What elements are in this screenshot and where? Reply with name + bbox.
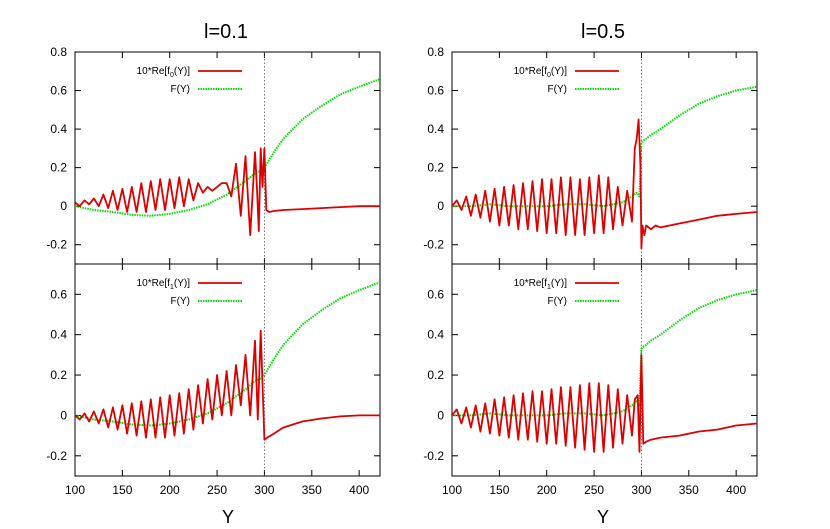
legend-label: F(Y) <box>548 296 567 307</box>
legend-subscript: 0 <box>547 72 551 79</box>
series-line-re-f <box>75 329 380 441</box>
y-tick-label: -0.2 <box>46 238 67 252</box>
legend-label: 10*Re[f1(Y)] <box>514 278 568 291</box>
legend-label-part: 10*Re[f <box>137 66 171 77</box>
plot-frame <box>74 51 381 265</box>
y-tick-label: 0.8 <box>50 45 67 59</box>
legend-label: F(Y) <box>548 84 567 95</box>
legend-label: 10*Re[f0(Y)] <box>514 66 568 79</box>
y-tick-label: -0.2 <box>423 238 444 252</box>
panel-top-left: 0.80.60.40.20-0.210*Re[f0(Y)]F(Y) <box>46 45 381 265</box>
x-tick-label: 250 <box>584 483 604 497</box>
legend-label-part: (Y)] <box>551 66 567 77</box>
series-line-re-f <box>75 147 380 237</box>
x-tick-label: 250 <box>207 483 227 497</box>
left-column-title: l=0.1 <box>204 21 248 43</box>
y-tick-label: 0 <box>60 408 67 422</box>
y-tick-label: 0 <box>60 199 67 213</box>
y-tick-label: 0.6 <box>427 287 444 301</box>
y-tick-label: 0.4 <box>50 122 67 136</box>
y-tick-label: 0.6 <box>50 84 67 98</box>
series-line-F <box>75 281 380 427</box>
x-tick-label: 100 <box>65 483 85 497</box>
y-tick-label: 0 <box>437 408 444 422</box>
x-tick-label: 350 <box>302 483 322 497</box>
right-column-title: l=0.5 <box>581 21 625 43</box>
x-tick-label: 400 <box>726 483 746 497</box>
legend-subscript: 1 <box>170 284 174 291</box>
legend-subscript: 1 <box>547 284 551 291</box>
series-line-re-f <box>452 118 757 250</box>
x-tick-label: 300 <box>254 483 274 497</box>
y-tick-label: 0.2 <box>427 368 444 382</box>
x-tick-label: 150 <box>112 483 132 497</box>
panel-top-right: 0.80.60.40.20-0.210*Re[f0(Y)]F(Y) <box>423 45 758 265</box>
panel-bottom-left: 0.6 0.4 0.2 0 -0.2 100 150 200 250 300 350 400 10*Re… <box>46 263 381 497</box>
series-line-F <box>452 289 757 417</box>
legend-label-part: 10*Re[f <box>137 278 171 289</box>
x-tick-label: 150 <box>489 483 509 497</box>
legend-label: 10*Re[f1(Y)] <box>137 278 191 291</box>
plot-frame <box>74 263 381 477</box>
legend-label-part: 10*Re[f <box>514 66 548 77</box>
series-line-F <box>452 85 757 208</box>
legend-label-part: (Y)] <box>174 66 190 77</box>
y-tick-label: 0.6 <box>50 287 67 301</box>
y-tick-label: 0.2 <box>50 161 67 175</box>
y-tick-label: 0.4 <box>50 328 67 342</box>
legend-label-part: (Y)] <box>551 278 567 289</box>
series-line-re-f <box>452 353 757 453</box>
y-tick-label: 0 <box>437 199 444 213</box>
legend-label: 10*Re[f0(Y)] <box>137 66 191 79</box>
y-tick-label: -0.2 <box>423 449 444 463</box>
y-tick-label: 0.4 <box>427 328 444 342</box>
x-tick-label: 350 <box>679 483 699 497</box>
y-tick-label: -0.2 <box>46 449 67 463</box>
x-tick-label: 100 <box>442 483 462 497</box>
x-tick-label: 300 <box>631 483 651 497</box>
panel-bottom-right: 0.6 0.4 0.2 0 -0.2 100 150 200 250 300 350 400 10*Re… <box>423 263 758 497</box>
series-line-F <box>75 78 380 217</box>
legend-subscript: 0 <box>170 72 174 79</box>
y-tick-label: 0.2 <box>50 368 67 382</box>
x-tick-label: 200 <box>160 483 180 497</box>
legend-label: F(Y) <box>171 296 190 307</box>
y-tick-label: 0.2 <box>427 161 444 175</box>
left-x-axis-title: Y <box>222 507 234 527</box>
plot-frame <box>451 263 758 477</box>
y-tick-label: 0.6 <box>427 84 444 98</box>
y-tick-label: 0.4 <box>427 122 444 136</box>
x-tick-label: 200 <box>537 483 557 497</box>
x-tick-label: 400 <box>349 483 369 497</box>
legend-label-part: 10*Re[f <box>514 278 548 289</box>
legend-label-part: (Y)] <box>174 278 190 289</box>
right-x-axis-title: Y <box>597 507 609 527</box>
y-tick-label: 0.8 <box>427 45 444 59</box>
legend-label: F(Y) <box>171 84 190 95</box>
